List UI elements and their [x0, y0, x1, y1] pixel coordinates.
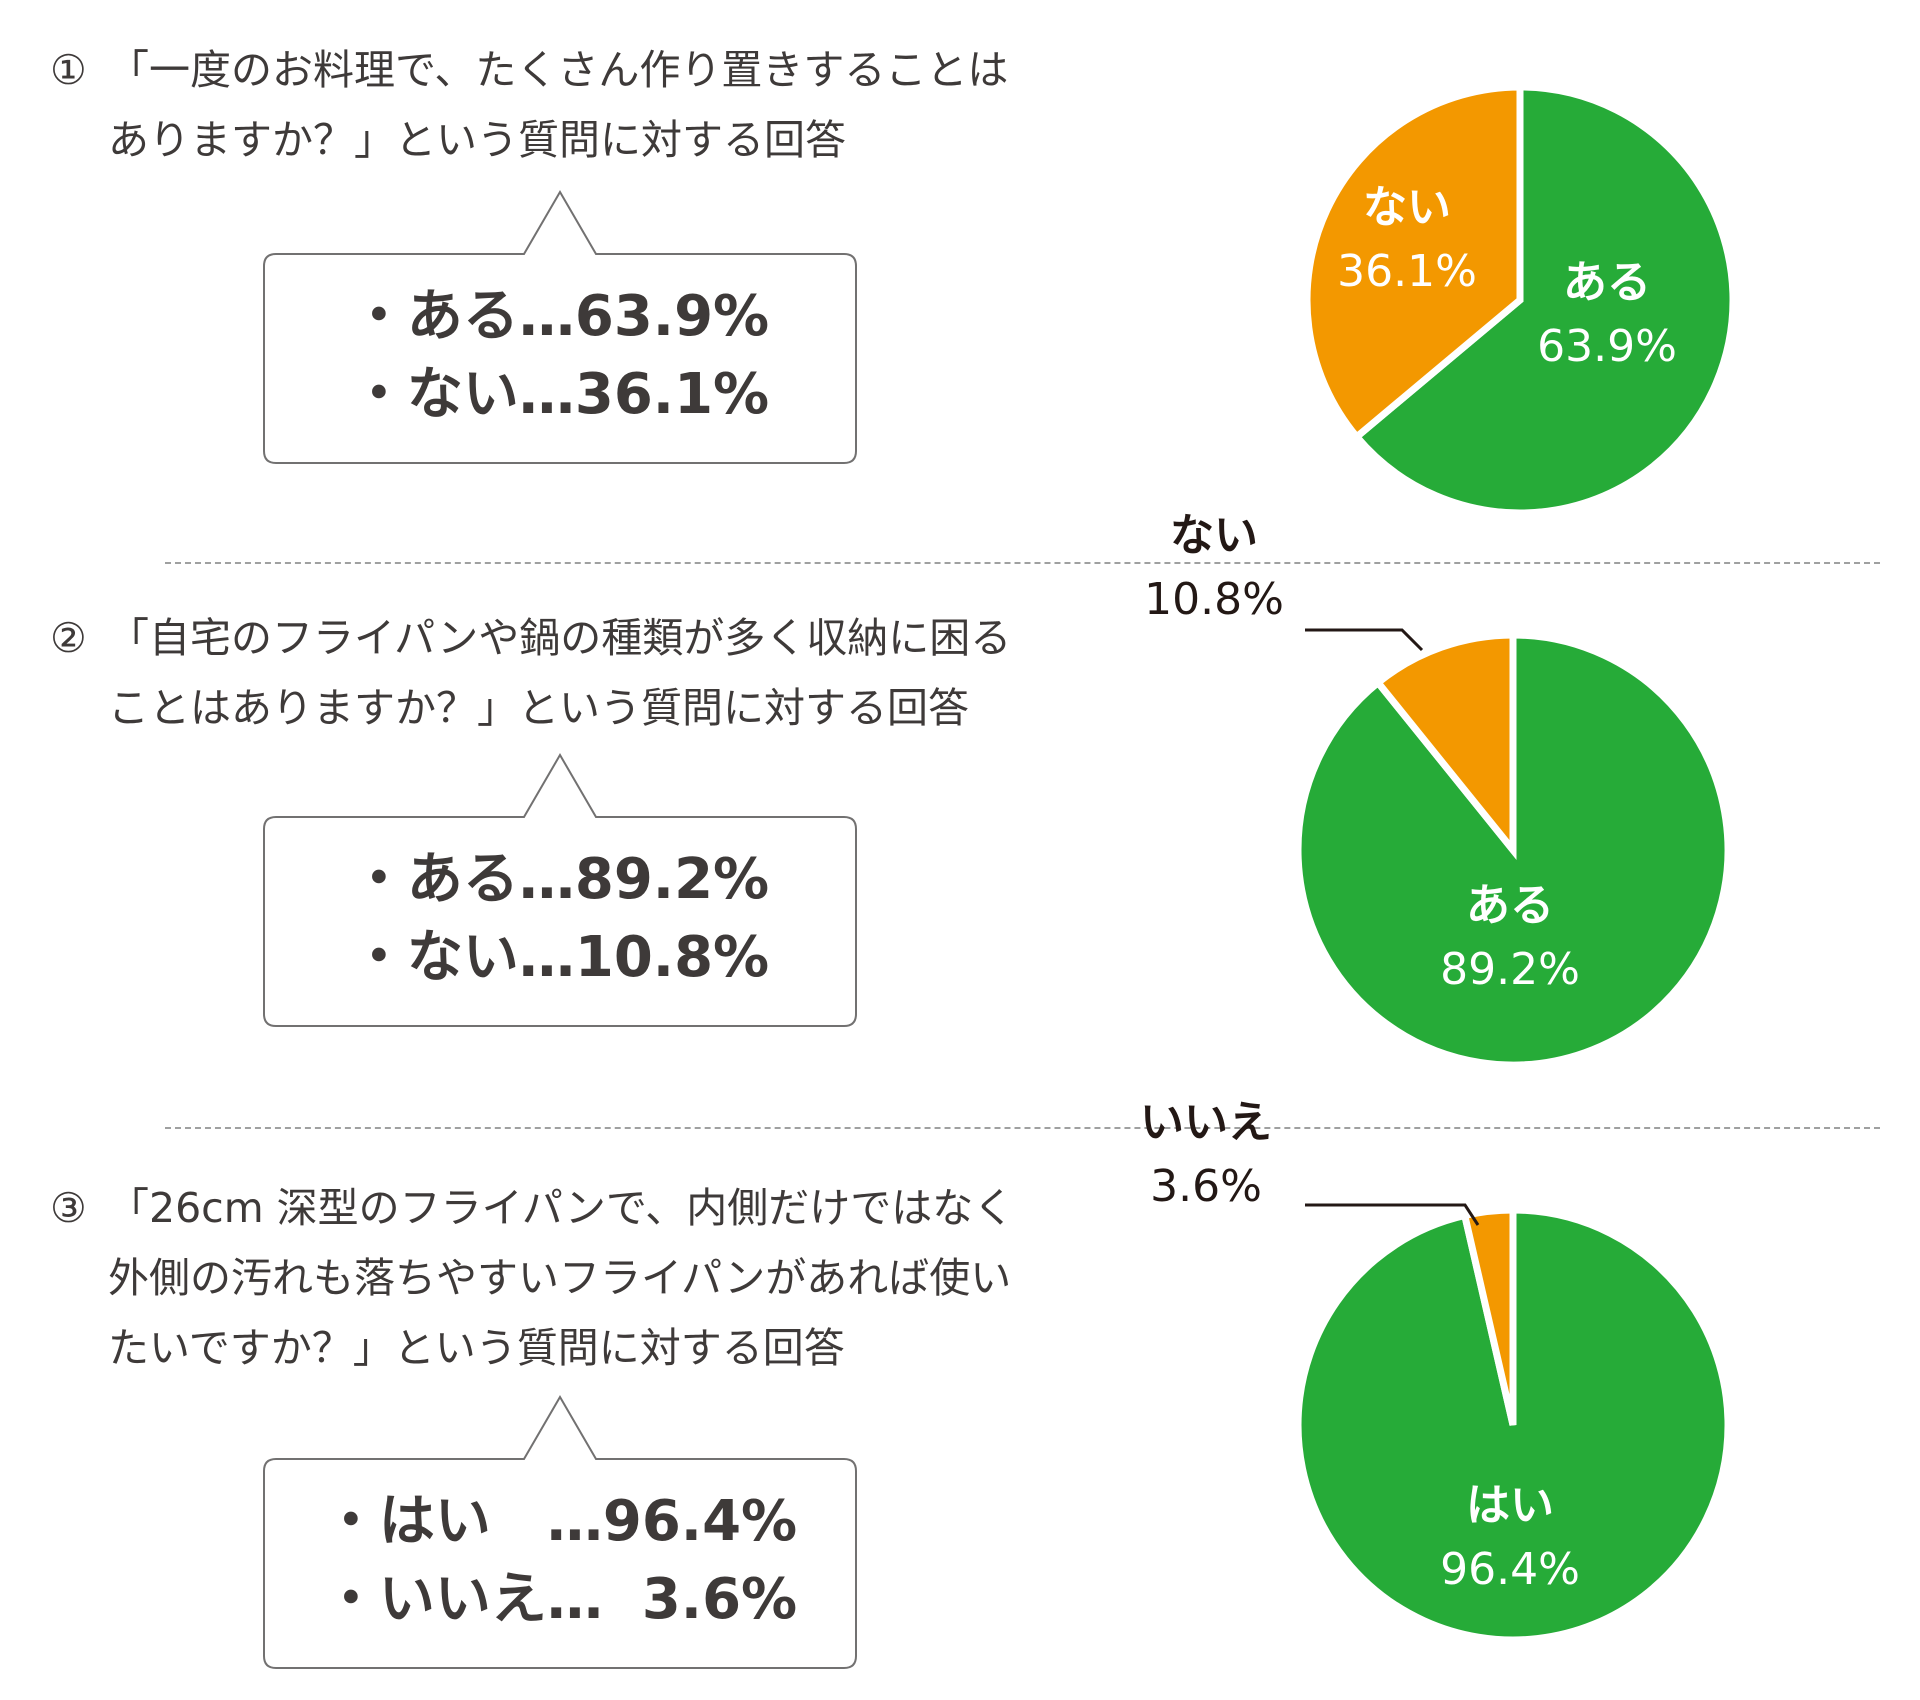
- answer-row: ・ある… 63.9%: [350, 284, 770, 349]
- question-2-line-1: ② 「自宅のフライパンや鍋の種類が多く収納に困る: [50, 603, 1050, 673]
- slice-value-label: 10.8%: [1144, 574, 1284, 625]
- question-2: ② 「自宅のフライパンや鍋の種類が多く収納に困る ことはありますか？」という質問に…: [50, 603, 1050, 743]
- slice-label: いいえ: [1140, 1097, 1272, 1148]
- question-3-line-1: ③ 「26cm 深型のフライパンで、内側だけではなく: [50, 1173, 1050, 1243]
- slice-label: はい: [1466, 1480, 1554, 1531]
- question-1-line-2: ありますか？」という質問に対する回答: [108, 116, 846, 164]
- pie-slice-major: [1351, 83, 1737, 517]
- pie-chart-3: はい 96.4% いいえ 3.6%: [1140, 1097, 1732, 1644]
- question-3: ③ 「26cm 深型のフライパンで、内側だけではなく 外側の汚れも落ちやすいフライ…: [50, 1173, 1050, 1383]
- leader-line: [1305, 628, 1424, 652]
- question-2-number: ②: [50, 614, 87, 662]
- pie-slice-minor: [1373, 631, 1517, 860]
- pie-chart-1: ある 63.9% ない 36.1%: [1303, 83, 1737, 517]
- answer-row: ・ない… 10.8%: [350, 925, 770, 990]
- question-1: ① 「一度のお料理で、たくさん作り置きすることは ありますか？」という質問に対する…: [50, 35, 1050, 175]
- slice-value-label: 63.9%: [1537, 321, 1677, 372]
- speech-bubble-frame: [263, 753, 857, 1027]
- slice-label: ある: [1466, 880, 1554, 931]
- question-1-number: ①: [50, 46, 87, 94]
- slice-label: ある: [1563, 257, 1651, 308]
- question-3-line-2: 外側の汚れも落ちやすいフライパンがあれば使い: [108, 1254, 1012, 1302]
- question-3-number: ③: [50, 1184, 87, 1232]
- speech-bubble-frame: [263, 1395, 857, 1669]
- question-1-line-1: ① 「一度のお料理で、たくさん作り置きすることは: [50, 35, 1050, 105]
- pie-slice-minor: [1303, 83, 1524, 442]
- slice-value-label: 3.6%: [1150, 1161, 1262, 1212]
- question-2-line-2: ことはありますか？」という質問に対する回答: [108, 684, 969, 732]
- slice-value-label: 89.2%: [1440, 944, 1580, 995]
- answer-row: ・いいえ… 3.6%: [322, 1567, 798, 1632]
- pie-chart-2: ある 89.2% ない 10.8%: [1144, 510, 1732, 1069]
- leader-line: [1305, 1203, 1480, 1226]
- section-divider: [165, 1127, 1880, 1129]
- question-3-line-3: たいですか？」という質問に対する回答: [108, 1324, 845, 1372]
- slice-label: ない: [1170, 510, 1258, 561]
- section-divider: [165, 562, 1880, 564]
- slice-value-label: 36.1%: [1337, 246, 1477, 297]
- slice-value-label: 96.4%: [1440, 1544, 1580, 1595]
- pie-slice-minor: [1460, 1206, 1517, 1426]
- answer-row: ・ない… 36.1%: [350, 362, 770, 427]
- answer-row: ・ある… 89.2%: [350, 847, 770, 912]
- slice-label: ない: [1363, 182, 1451, 233]
- answer-row: ・はい … 96.4%: [322, 1489, 798, 1554]
- speech-bubble-frame: [263, 190, 857, 464]
